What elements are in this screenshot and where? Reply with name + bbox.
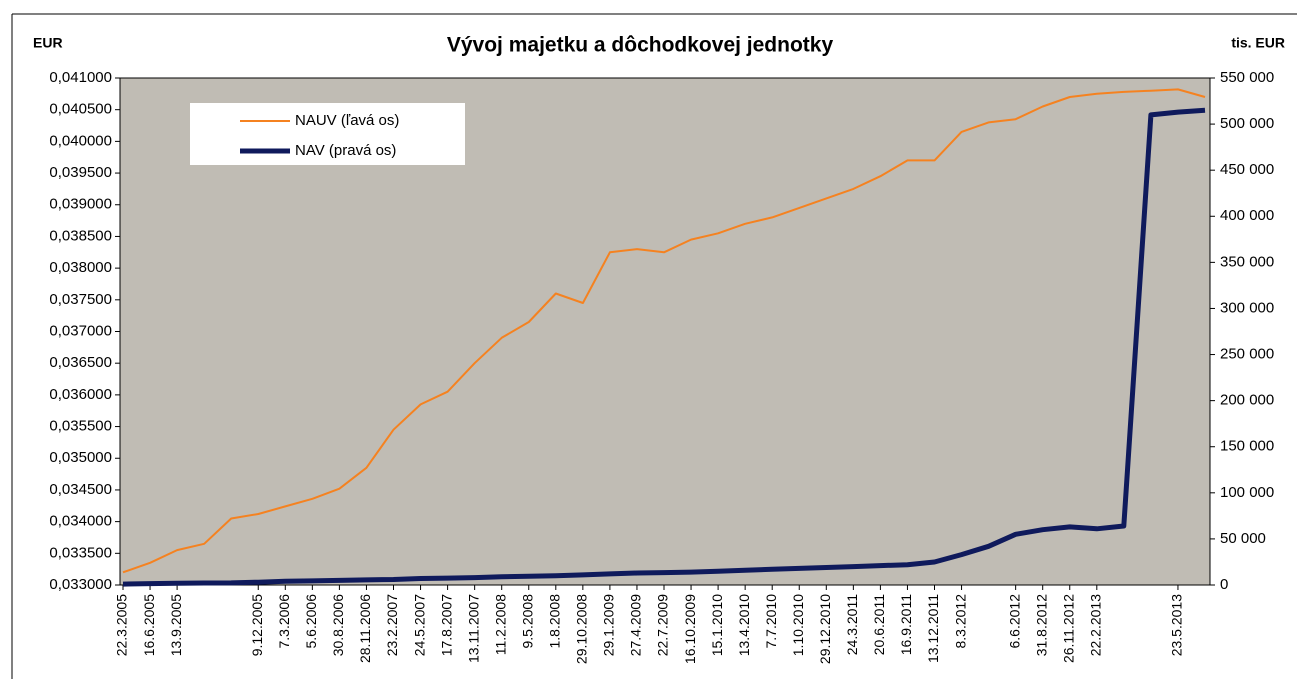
x-tick-label: 27.4.2009 (628, 594, 644, 656)
legend-label: NAUV (ľavá os) (295, 112, 399, 129)
y2-tick-label: 0 (1220, 576, 1228, 593)
y2-tick-label: 350 000 (1220, 253, 1274, 270)
y-tick-label: 0,039000 (49, 196, 112, 213)
series-line (122, 88, 1206, 574)
y-tick-label: 0,034500 (49, 481, 112, 498)
x-tick-label: 8.3.2012 (952, 594, 968, 649)
y-tick-label: 0,036500 (49, 354, 112, 371)
legend-label: NAV (pravá os) (295, 142, 396, 159)
x-tick-label: 6.6.2012 (1006, 594, 1022, 649)
x-tick-label: 5.6.2006 (303, 594, 319, 649)
legend-box (190, 103, 465, 165)
x-tick-label: 16.6.2005 (141, 594, 157, 656)
x-tick-label: 29.10.2008 (574, 594, 590, 664)
y2-tick-label: 50 000 (1220, 530, 1266, 547)
x-tick-label: 22.7.2009 (655, 594, 671, 656)
y-tick-label: 0,038000 (49, 259, 112, 276)
series-line (122, 107, 1206, 587)
y2-tick-label: 100 000 (1220, 484, 1274, 501)
x-tick-label: 9.12.2005 (249, 594, 265, 656)
y-tick-label: 0,035500 (49, 418, 112, 435)
x-tick-label: 29.12.2010 (817, 594, 833, 664)
x-tick-label: 7.3.2006 (276, 594, 292, 649)
x-tick-label: 24.5.2007 (411, 594, 427, 656)
x-tick-label: 23.2.2007 (384, 594, 400, 656)
x-tick-label: 17.8.2007 (438, 594, 454, 656)
x-tick-label: 29.1.2009 (601, 594, 617, 656)
x-tick-label: 1.8.2008 (547, 594, 563, 649)
y2-tick-label: 250 000 (1220, 346, 1274, 363)
x-tick-label: 13.4.2010 (736, 594, 752, 656)
x-tick-label: 22.3.2005 (114, 594, 130, 656)
y2-tick-label: 400 000 (1220, 207, 1274, 224)
y-tick-label: 0,034000 (49, 513, 112, 530)
y-axis-label: EUR (33, 35, 63, 51)
y-tick-label: 0,041000 (49, 69, 112, 86)
y-tick-label: 0,037000 (49, 322, 112, 339)
y2-tick-label: 300 000 (1220, 299, 1274, 316)
x-tick-label: 16.9.2011 (898, 594, 914, 655)
y2-tick-label: 200 000 (1220, 392, 1274, 409)
y-tick-label: 0,039500 (49, 164, 112, 181)
x-tick-label: 13.12.2011 (925, 594, 941, 663)
chart-title: Vývoj majetku a dôchodkovej jednotky (447, 34, 834, 57)
y2-tick-label: 450 000 (1220, 161, 1274, 178)
x-tick-label: 11.2.2008 (492, 594, 508, 655)
x-tick-label: 16.10.2009 (682, 594, 698, 664)
y-tick-label: 0,033500 (49, 544, 112, 561)
x-tick-label: 22.2.2013 (1088, 594, 1104, 656)
x-tick-label: 30.8.2006 (330, 594, 346, 656)
x-tick-label: 1.10.2010 (790, 594, 806, 656)
x-tick-label: 15.1.2010 (709, 594, 725, 656)
y-tick-label: 0,033000 (49, 576, 112, 593)
x-tick-label: 7.7.2010 (763, 594, 779, 649)
y-tick-label: 0,040000 (49, 132, 112, 149)
x-tick-label: 23.5.2013 (1169, 594, 1185, 656)
y2-axis-label: tis. EUR (1231, 35, 1285, 51)
x-tick-label: 13.9.2005 (168, 594, 184, 656)
x-tick-label: 24.3.2011 (844, 594, 860, 655)
x-tick-label: 26.11.2012 (1060, 594, 1076, 663)
y2-tick-label: 550 000 (1220, 69, 1274, 86)
y-tick-label: 0,040500 (49, 101, 112, 118)
x-tick-label: 20.6.2011 (871, 594, 887, 655)
y-tick-label: 0,037500 (49, 291, 112, 308)
x-tick-label: 28.11.2006 (357, 594, 373, 663)
y-tick-label: 0,035000 (49, 449, 112, 466)
y-tick-label: 0,036000 (49, 386, 112, 403)
y2-tick-label: 500 000 (1220, 115, 1274, 132)
x-tick-label: 31.8.2012 (1033, 594, 1049, 656)
x-tick-label: 13.11.2007 (465, 594, 481, 663)
y2-tick-label: 150 000 (1220, 438, 1274, 455)
y-tick-label: 0,038500 (49, 227, 112, 244)
x-tick-label: 9.5.2008 (519, 594, 535, 649)
